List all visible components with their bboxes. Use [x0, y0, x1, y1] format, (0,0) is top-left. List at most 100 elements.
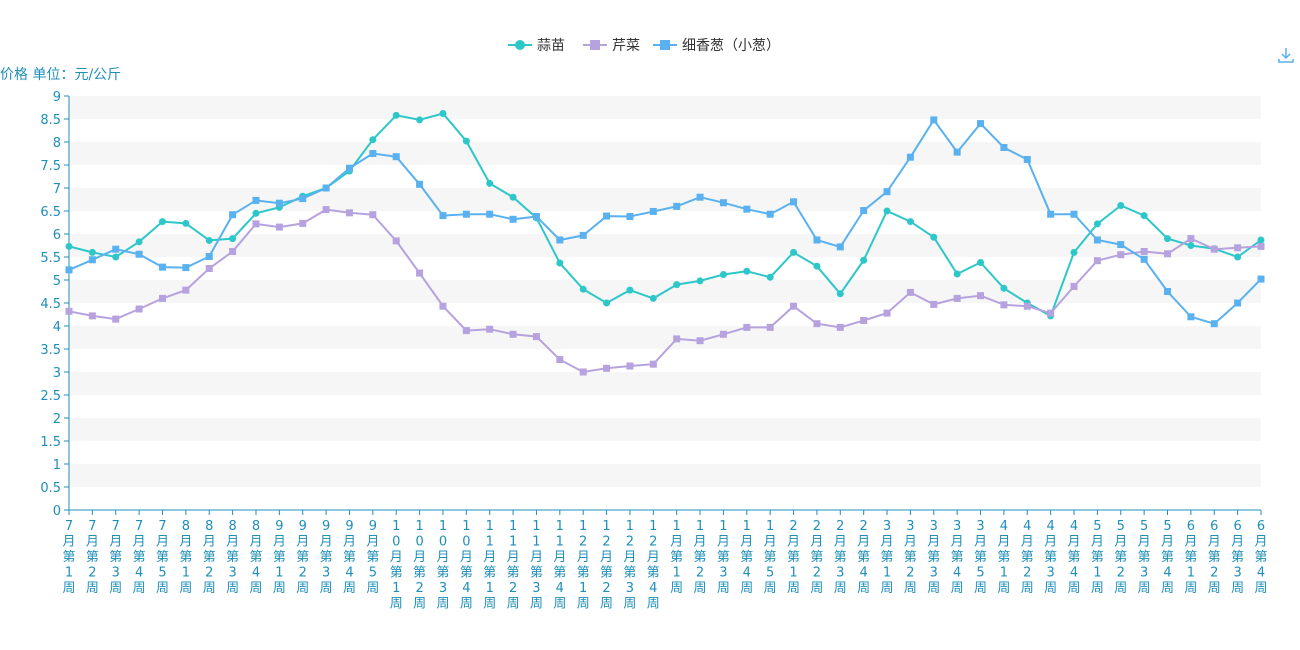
data-point[interactable]	[953, 148, 961, 156]
data-point[interactable]	[743, 267, 751, 275]
data-point[interactable]	[1257, 236, 1265, 244]
data-point[interactable]	[977, 292, 985, 300]
data-point[interactable]	[532, 333, 540, 341]
data-point[interactable]	[836, 323, 844, 331]
data-point[interactable]	[252, 209, 260, 217]
data-point[interactable]	[579, 231, 587, 239]
data-point[interactable]	[322, 184, 330, 192]
data-point[interactable]	[603, 364, 611, 372]
data-point[interactable]	[345, 209, 353, 217]
data-point[interactable]	[252, 196, 260, 204]
data-point[interactable]	[158, 218, 166, 226]
data-point[interactable]	[1234, 299, 1242, 307]
data-point[interactable]	[1140, 255, 1148, 263]
data-point[interactable]	[1257, 275, 1265, 283]
data-point[interactable]	[1000, 144, 1008, 152]
data-point[interactable]	[65, 307, 73, 315]
legend-item[interactable]: 芹菜	[583, 38, 640, 54]
data-point[interactable]	[1117, 241, 1125, 249]
data-point[interactable]	[462, 210, 470, 218]
data-point[interactable]	[182, 219, 190, 227]
data-point[interactable]	[509, 215, 517, 223]
data-point[interactable]	[135, 250, 143, 258]
data-point[interactable]	[439, 302, 447, 310]
data-point[interactable]	[369, 211, 377, 219]
data-point[interactable]	[603, 212, 611, 220]
data-point[interactable]	[439, 109, 447, 117]
data-point[interactable]	[205, 265, 213, 272]
data-point[interactable]	[1093, 236, 1101, 244]
data-point[interactable]	[1187, 242, 1195, 249]
data-point[interactable]	[135, 305, 143, 313]
data-point[interactable]	[556, 356, 564, 364]
data-point[interactable]	[112, 245, 120, 253]
data-point[interactable]	[766, 273, 774, 281]
data-point[interactable]	[649, 294, 657, 302]
data-point[interactable]	[229, 211, 237, 219]
data-point[interactable]	[416, 180, 424, 188]
data-point[interactable]	[953, 270, 961, 278]
data-point[interactable]	[813, 262, 821, 270]
data-point[interactable]	[906, 288, 914, 296]
data-point[interactable]	[1000, 284, 1008, 292]
data-point[interactable]	[275, 199, 283, 207]
data-point[interactable]	[1140, 212, 1148, 220]
data-point[interactable]	[1093, 257, 1101, 265]
data-point[interactable]	[1234, 244, 1242, 252]
data-point[interactable]	[462, 327, 470, 335]
data-point[interactable]	[392, 237, 400, 245]
data-point[interactable]	[790, 198, 798, 206]
data-point[interactable]	[930, 300, 938, 308]
data-point[interactable]	[673, 202, 681, 210]
data-point[interactable]	[790, 302, 798, 310]
data-point[interactable]	[556, 259, 564, 267]
data-point[interactable]	[579, 285, 587, 293]
data-point[interactable]	[1187, 235, 1195, 243]
data-point[interactable]	[556, 236, 564, 244]
data-point[interactable]	[743, 205, 751, 213]
data-point[interactable]	[603, 299, 611, 307]
data-point[interactable]	[1164, 250, 1172, 258]
data-point[interactable]	[1070, 210, 1078, 218]
data-point[interactable]	[673, 335, 681, 343]
data-point[interactable]	[649, 360, 657, 368]
data-point[interactable]	[1070, 282, 1078, 290]
data-point[interactable]	[252, 220, 260, 228]
data-point[interactable]	[860, 316, 868, 324]
data-point[interactable]	[719, 270, 727, 278]
data-point[interactable]	[883, 188, 891, 196]
data-point[interactable]	[486, 210, 494, 218]
data-point[interactable]	[88, 256, 96, 264]
data-point[interactable]	[1210, 320, 1218, 328]
data-point[interactable]	[790, 248, 798, 256]
data-point[interactable]	[1023, 302, 1031, 310]
data-point[interactable]	[953, 294, 961, 302]
data-point[interactable]	[158, 263, 166, 271]
data-point[interactable]	[813, 320, 821, 328]
data-point[interactable]	[883, 309, 891, 317]
data-point[interactable]	[345, 164, 353, 172]
data-point[interactable]	[977, 120, 985, 128]
data-point[interactable]	[509, 193, 517, 201]
data-point[interactable]	[626, 362, 634, 370]
data-point[interactable]	[883, 207, 891, 215]
data-point[interactable]	[1117, 201, 1125, 209]
data-point[interactable]	[439, 212, 447, 220]
data-point[interactable]	[766, 210, 774, 218]
data-point[interactable]	[743, 323, 751, 331]
data-point[interactable]	[299, 195, 307, 203]
data-point[interactable]	[696, 337, 704, 345]
data-point[interactable]	[509, 330, 517, 338]
data-point[interactable]	[65, 242, 73, 250]
data-point[interactable]	[205, 236, 213, 244]
data-point[interactable]	[930, 233, 938, 241]
data-point[interactable]	[1234, 253, 1242, 261]
data-point[interactable]	[1023, 155, 1031, 163]
data-point[interactable]	[229, 247, 237, 255]
data-point[interactable]	[1210, 245, 1218, 253]
data-point[interactable]	[135, 238, 143, 246]
data-point[interactable]	[1000, 301, 1008, 309]
data-point[interactable]	[906, 218, 914, 226]
data-point[interactable]	[696, 193, 704, 201]
data-point[interactable]	[65, 266, 73, 274]
